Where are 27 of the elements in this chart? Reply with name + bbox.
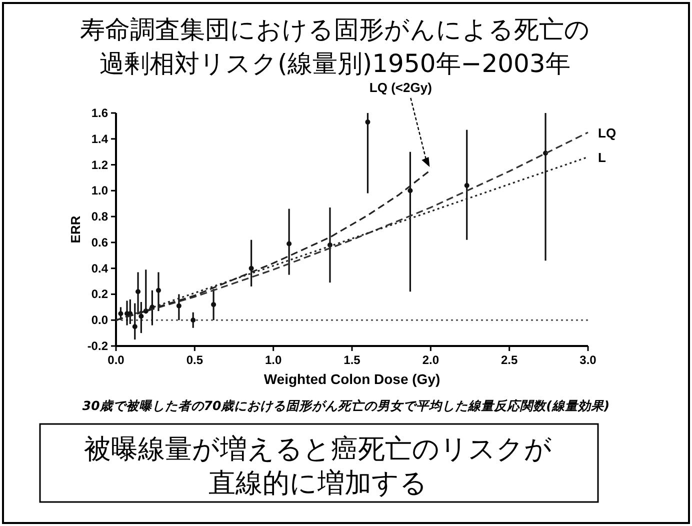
chart-subtitle: 過剰相対リスク(線量別)1950年−2003年: [100, 49, 570, 78]
series-label: LQ: [598, 125, 616, 140]
x-tick-label: 0.0: [108, 353, 125, 367]
text: 直線的に増加する: [208, 468, 428, 499]
x-tick-label: 3.0: [580, 353, 597, 367]
y-tick-label: 0.4: [91, 261, 108, 276]
chart-title: 寿命調査集団における固形がんによる死亡の: [80, 15, 590, 44]
y-tick-label: 0.0: [91, 313, 108, 328]
y-tick-label: -0.2: [87, 339, 108, 353]
x-axis-title: Weighted Colon Dose (Gy): [264, 371, 440, 387]
y-tick-label: 1.2: [91, 158, 108, 172]
y-tick-label: 1.4: [91, 132, 108, 146]
y-tick-label: 0.8: [91, 210, 108, 224]
y-tick-label: 1.0: [91, 184, 108, 198]
y-axis-title: ERR: [68, 215, 83, 244]
x-tick-label: 1.0: [264, 353, 282, 367]
series-label: L: [598, 150, 606, 166]
text: LQ (<2Gy): [369, 80, 432, 95]
text: 30歳で被曝した者の70歳における固形がん死亡の男女で平均した線量反応関数(線量効果): [82, 398, 610, 413]
x-tick-label: 1.5: [344, 353, 361, 367]
x-tick-label: 2.5: [500, 353, 518, 367]
y-tick-label: 0.2: [91, 287, 108, 302]
x-tick-label: 2.0: [422, 353, 440, 367]
y-tick-label: 0.6: [91, 235, 108, 250]
x-tick-label: 0.5: [186, 353, 204, 367]
text: 被曝線量が増えると癌死亡のリスクが: [84, 434, 552, 465]
y-tick-label: 1.6: [91, 106, 108, 120]
